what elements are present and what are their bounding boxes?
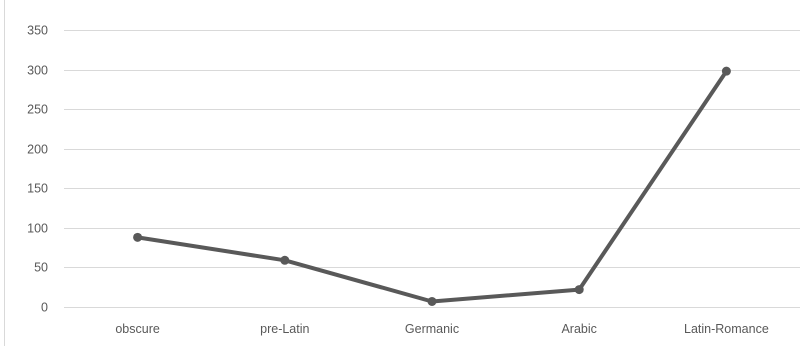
- x-tick-label: Germanic: [405, 322, 459, 336]
- gridlines: [64, 30, 800, 308]
- data-point: [133, 232, 143, 242]
- data-point: [280, 255, 290, 265]
- x-axis: obscure pre-Latin Germanic Arabic Latin-Roma…: [115, 322, 768, 336]
- y-tick-label: 200: [27, 143, 48, 157]
- data-point: [574, 285, 584, 295]
- y-tick-label: 100: [27, 222, 48, 236]
- y-tick-label: 0: [41, 301, 48, 315]
- y-axis: 0 50 100 150 200 250 300 350: [27, 24, 48, 315]
- y-tick-label: 150: [27, 182, 48, 196]
- x-tick-label: obscure: [115, 322, 160, 336]
- data-point: [427, 296, 437, 306]
- x-tick-label: Arabic: [561, 322, 596, 336]
- data-series: [133, 66, 731, 306]
- y-tick-label: 50: [34, 261, 48, 275]
- x-tick-label: pre-Latin: [260, 322, 309, 336]
- y-tick-label: 250: [27, 103, 48, 117]
- data-point: [721, 66, 731, 76]
- series-line: [135, 69, 729, 304]
- y-tick-label: 300: [27, 64, 48, 78]
- x-tick-label: Latin-Romance: [684, 322, 769, 336]
- y-tick-label: 350: [27, 24, 48, 38]
